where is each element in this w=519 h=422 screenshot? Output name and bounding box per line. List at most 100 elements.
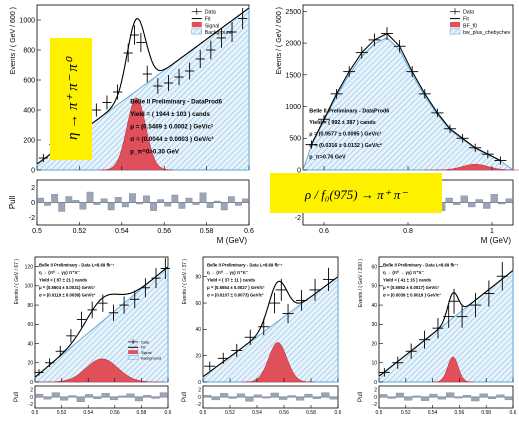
y-tick-label: 800	[23, 47, 35, 54]
y-axis-label: Events / ( GeV / 200 )	[358, 259, 364, 307]
x-tick-label: 0.56	[279, 410, 289, 416]
pull-bar	[379, 394, 388, 398]
pull-bar	[157, 199, 165, 203]
pull-bar	[460, 195, 468, 203]
y-tick-label: 0	[374, 380, 377, 386]
fit-info-line: σ = (0.0316 ± 0.0132 ) GeV/c²	[309, 143, 382, 149]
pull-bar	[143, 195, 150, 203]
fit-info-line: η → (π⁰ → γγ) π⁺π⁻	[383, 270, 424, 275]
legend-entry: Background	[141, 356, 161, 360]
fit-info: Belle II Preliminary - Data L=8.69 fb⁻¹ η…	[383, 262, 459, 297]
fit-info-line: μ = (0.9577 ± 0.0095 ) GeV/c²	[309, 132, 381, 138]
fit-info-line: μ = (0.5554 ± 0.0027 ) GeV/c²	[207, 285, 265, 290]
pull-bar	[150, 202, 157, 211]
pull-bar	[211, 396, 220, 401]
pull-tick-label: 0	[30, 395, 33, 401]
pull-axis-label: Pull	[14, 392, 20, 402]
pull-bar	[483, 202, 491, 209]
data-point	[309, 278, 321, 301]
data-point	[231, 343, 243, 357]
legend-symbol	[191, 22, 202, 28]
pull-bar	[86, 191, 94, 203]
legend-entry: BF_f0	[463, 23, 477, 29]
pull-bar	[199, 192, 207, 203]
pull-bar	[504, 396, 513, 401]
y-tick-label: 10	[371, 361, 377, 367]
x-tick-label: 0.52	[225, 410, 235, 416]
data-point	[142, 65, 152, 83]
fit-curve	[378, 270, 514, 377]
pull-bar	[437, 396, 446, 400]
pull-bar	[213, 200, 221, 203]
x-tick-label: 0.5	[32, 410, 39, 416]
y-tick-label: 120	[25, 264, 34, 270]
x-axis-label: M (GeV)	[481, 236, 512, 245]
pull-bar	[242, 198, 249, 203]
pull-bar	[471, 396, 480, 402]
y-tick-label: 60	[195, 301, 201, 307]
pull-bar	[262, 396, 271, 399]
pull-bar	[454, 396, 463, 399]
pull-bar	[279, 396, 288, 400]
pull-axis-label: Pull	[358, 392, 364, 402]
data-point	[355, 46, 368, 59]
data-point	[129, 25, 140, 45]
pull-bar	[178, 202, 186, 209]
pull-bar	[121, 202, 129, 208]
legend-entry: Data	[205, 10, 216, 16]
pull-bar	[85, 394, 94, 398]
pull-bar	[304, 393, 313, 398]
legend-symbol	[450, 8, 460, 15]
legend-symbol-background	[127, 355, 139, 360]
data-point	[444, 124, 456, 133]
process-label-background	[270, 173, 442, 213]
fit-info-line: Yield = ( 1944 ± 103 ) cands	[130, 111, 210, 118]
data-point	[469, 143, 482, 152]
y-tick-label: 0	[31, 167, 35, 174]
data-point	[405, 343, 417, 359]
x-tick-label: 0.52	[73, 228, 87, 235]
y-tick-label: 400	[23, 107, 35, 114]
data-point	[432, 317, 444, 339]
fit-info-line: η → (π⁰ → γγ) π⁺π⁻	[207, 270, 248, 275]
pull-bar	[227, 196, 235, 203]
y-tick-label: 50	[371, 284, 377, 290]
data-point	[305, 140, 318, 149]
y-tick-label: 40	[195, 327, 201, 333]
data-point	[431, 108, 444, 118]
data-point	[227, 21, 237, 43]
data-point	[392, 356, 404, 369]
x-tick-label: 0.5	[200, 410, 207, 416]
x-tick-label: 0.54	[428, 410, 438, 416]
pull-tick-label: 2	[31, 185, 35, 192]
y-tick-label: 500	[289, 136, 301, 143]
legend-symbol	[450, 22, 460, 28]
fit-info: Belle II Preliminary - DataProd6 Yield = …	[309, 109, 389, 161]
pull-bar	[51, 194, 59, 203]
data-point	[282, 304, 294, 324]
data-point	[108, 304, 119, 321]
pull-bar	[446, 392, 455, 398]
data-point	[153, 78, 163, 94]
pull-tick-label: -2	[295, 215, 301, 222]
pull-tick-label: 0	[198, 395, 201, 401]
pull-bar	[490, 194, 498, 203]
legend-entry: Signal	[141, 351, 152, 355]
data-point	[130, 290, 140, 309]
pull-bar	[93, 202, 101, 205]
pull-tick-label: 2	[198, 387, 201, 393]
y-tick-label: 0	[297, 167, 301, 174]
legend-entry: Data	[463, 10, 474, 16]
pull-bar	[295, 396, 305, 401]
fit-info-line: μ = (0.5469 ± 0.0002 ) GeV/c²	[130, 124, 213, 131]
signal-peak	[99, 97, 174, 171]
x-axis-label: M (GeV)	[217, 236, 248, 245]
pull-bar	[72, 200, 80, 203]
pull-bar	[220, 202, 228, 211]
data-point	[275, 278, 287, 301]
data-point	[448, 288, 460, 314]
pull-bar	[445, 197, 453, 203]
pull-bar	[136, 202, 143, 205]
